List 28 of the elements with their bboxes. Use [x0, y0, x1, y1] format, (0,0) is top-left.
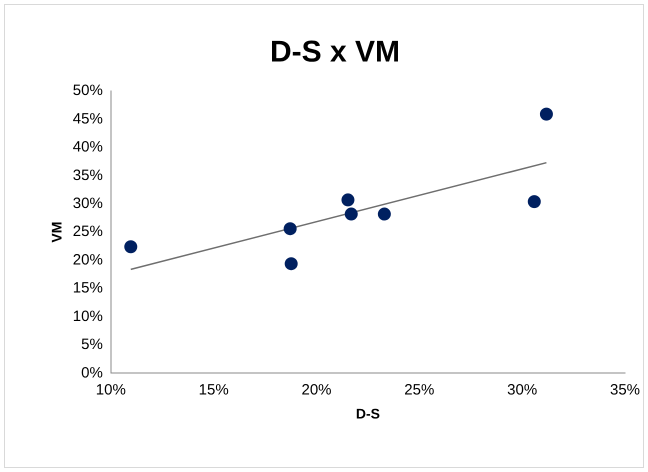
y-tick-label: 50% [72, 82, 103, 100]
x-tick-label: 15% [198, 381, 229, 398]
y-tick-label: 0% [81, 364, 103, 382]
y-tick-label: 20% [72, 251, 103, 268]
point [341, 193, 354, 206]
chart-title: D-S x VM [270, 35, 400, 68]
point [344, 208, 358, 221]
y-tick-label: 25% [72, 223, 103, 240]
y-tick-label: 10% [72, 308, 103, 325]
point [378, 208, 391, 221]
point [540, 108, 553, 121]
x-tick-label: 10% [96, 381, 126, 398]
point [124, 240, 138, 254]
y-tick-label: 45% [72, 110, 103, 128]
y-tick-label: 30% [72, 195, 103, 212]
y-tick-label: 15% [72, 280, 103, 297]
x-tick-label: 30% [507, 381, 538, 398]
y-tick-label: 35% [72, 166, 103, 184]
y-axis-title: VM [48, 222, 64, 243]
y-tick-label: 40% [72, 138, 103, 156]
x-tick-label: 25% [404, 381, 434, 398]
x-tick-label: 20% [301, 381, 332, 398]
point [284, 222, 297, 236]
x-tick-label: 35% [610, 381, 640, 398]
x-axis-title: D-S [356, 405, 380, 422]
y-tick-label: 5% [81, 336, 103, 354]
point [284, 257, 298, 270]
point [528, 195, 541, 208]
